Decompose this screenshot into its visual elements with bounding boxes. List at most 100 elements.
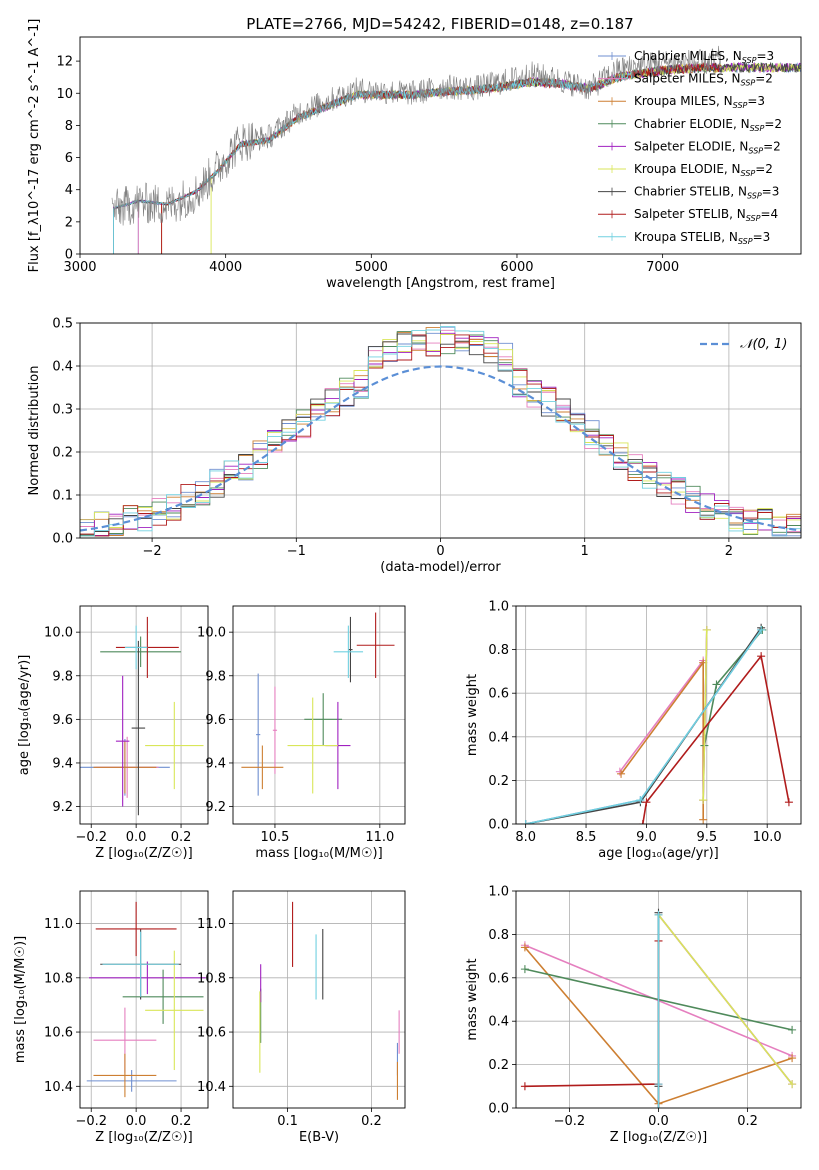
weight-line (703, 629, 764, 746)
y-tick-label: 4 (65, 183, 73, 198)
y-tick-label: 10.8 (44, 971, 73, 986)
y-axis-label: mass [log₁₀(M/M☉)] (13, 936, 28, 1063)
spectrum-plot (111, 45, 801, 254)
weight_vs_age-plot (521, 623, 793, 824)
y-tick-label: 0.2 (488, 774, 509, 789)
residuals-plot (80, 326, 801, 538)
y-tick-label: 10.0 (197, 626, 226, 641)
y-tick-label: 0.1 (52, 489, 73, 504)
y-tick-label: 0.8 (488, 643, 509, 658)
weight-marker (784, 798, 793, 807)
spectrum-axes (76, 36, 802, 258)
x-tick-label: −2 (143, 544, 162, 559)
y-tick-label: 10.8 (197, 971, 226, 986)
x-tick-label: 0.2 (737, 1114, 758, 1129)
weight-marker (617, 769, 626, 778)
mass_vs_Z-plot (86, 901, 206, 1098)
y-tick-label: 0.6 (488, 971, 509, 986)
y-tick-label: 9.4 (52, 756, 73, 771)
x-tick-label: 9.5 (696, 830, 717, 845)
weight-line (642, 654, 790, 824)
legend-suffix: =4 (760, 207, 778, 221)
y-axis-label: age [log₁₀(age/yr)] (17, 655, 32, 776)
age_vs_mass-plot (241, 612, 395, 796)
x-tick-label: −1 (287, 544, 306, 559)
weight-marker (788, 1025, 797, 1034)
histogram-series (80, 326, 801, 538)
age_vs_Z-plot (80, 616, 204, 816)
weight-line (619, 660, 704, 773)
y-tick-label: 10.4 (44, 1080, 73, 1095)
x-axis-label: Z [log₁₀(Z/Z☉)] (95, 846, 192, 861)
x-tick-label: 7000 (646, 260, 679, 275)
y-tick-label: 0.4 (52, 360, 73, 375)
x-tick-label: 3000 (63, 260, 96, 275)
x-axis-label: mass [log₁₀(M/M☉)] (255, 846, 382, 861)
residuals-axes (76, 322, 802, 542)
y-tick-label: 12 (56, 55, 73, 70)
weight-marker (654, 1080, 663, 1089)
legend-subscript: SSP (741, 169, 756, 178)
x-tick-label: 4000 (209, 260, 242, 275)
axes-frame (79, 322, 802, 539)
weight-marker (520, 965, 529, 974)
axes-frame (232, 605, 406, 825)
normal-legend-label: 𝒩(0, 1) (740, 337, 787, 352)
legend-subscript: SSP (746, 214, 761, 223)
legend-label: Kroupa STELIB, N (634, 230, 738, 244)
legend-label: Chabrier ELODIE, N (634, 117, 750, 131)
mass_vs_ebv-axes (229, 890, 406, 1112)
legend-subscript: SSP (747, 192, 762, 201)
legend-suffix: =3 (747, 94, 765, 108)
y-tick-label: 10.0 (44, 626, 73, 641)
weight-marker (642, 798, 651, 807)
histogram-series (80, 334, 801, 538)
y-tick-label: 0.8 (488, 928, 509, 943)
y-tick-label: 10.6 (197, 1026, 226, 1041)
legend-label: Salpeter ELODIE, N (634, 139, 748, 153)
legend-suffix: =2 (755, 162, 773, 176)
axes-frame (515, 890, 802, 1109)
legend-subscript: SSP (742, 56, 757, 65)
legend-entry: Salpeter MILES, NSSP=2 (634, 72, 773, 88)
y-tick-label: 0.0 (488, 818, 509, 833)
legend-suffix: =2 (755, 72, 773, 86)
x-tick-label: −0.2 (554, 1114, 586, 1129)
age_vs_Z-axes (76, 605, 209, 828)
y-tick-label: 0 (65, 248, 73, 263)
legend-label: Chabrier STELIB, N (634, 185, 747, 199)
y-tick-label: 11.0 (197, 917, 226, 932)
y-axis-label: mass weight (465, 674, 480, 756)
legend-entry: Chabrier MILES, NSSP=3 (634, 49, 774, 65)
observed-spectrum-line (111, 45, 722, 226)
legend-subscript: SSP (733, 101, 748, 110)
weight-marker (520, 1082, 529, 1091)
x-tick-label: 10.5 (260, 830, 289, 845)
x-tick-label: 0 (436, 544, 444, 559)
weight-marker (788, 1080, 797, 1089)
weight-marker (757, 625, 766, 634)
y-tick-label: 10 (56, 87, 73, 102)
y-tick-label: 9.6 (205, 713, 226, 728)
weight-line (702, 629, 708, 801)
x-tick-label: 8.0 (515, 830, 536, 845)
weight-line (657, 914, 793, 1085)
y-tick-label: 2 (65, 215, 73, 230)
x-axis-label: wavelength [Angstrom, rest frame] (326, 276, 555, 291)
x-tick-label: 1 (581, 544, 589, 559)
axes-frame (79, 36, 802, 255)
x-tick-label: 11.0 (365, 830, 394, 845)
axes-frame (232, 890, 406, 1109)
y-tick-label: 0.0 (52, 532, 73, 547)
x-tick-label: 0.0 (126, 830, 147, 845)
y-tick-label: 9.6 (52, 713, 73, 728)
y-tick-label: 0.5 (52, 317, 73, 332)
weight-marker (712, 680, 721, 689)
x-tick-label: 9.0 (636, 830, 657, 845)
legend-label: Salpeter MILES, N (634, 72, 741, 86)
x-tick-label: 0.2 (361, 1114, 382, 1129)
weight-marker (638, 820, 647, 824)
legend-subscript: SSP (738, 237, 753, 246)
axes-frame (515, 605, 802, 825)
weight-marker (757, 652, 766, 661)
